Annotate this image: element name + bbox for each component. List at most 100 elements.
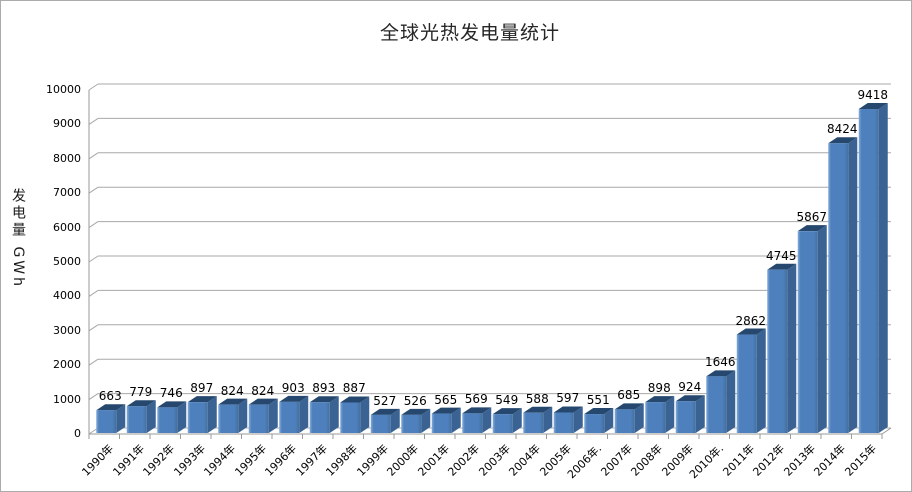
bar-side-face [756, 328, 766, 433]
bar-top-face [645, 396, 675, 403]
bar [248, 404, 269, 433]
bar-top-face [126, 400, 156, 407]
bar [96, 410, 117, 433]
bar-value-label: 824 [220, 383, 244, 398]
bar-top-face [370, 408, 400, 415]
bar-value-label: 565 [434, 392, 458, 407]
gridline-connector [88, 358, 99, 366]
bar-value-label: 685 [617, 388, 641, 403]
bar [462, 413, 483, 433]
bar [218, 404, 239, 433]
bar-top-face [736, 328, 766, 335]
bar-top-face [462, 407, 492, 414]
bar [340, 402, 361, 433]
bar-side-face [329, 396, 339, 433]
bar-series [96, 103, 888, 433]
bar-side-face [421, 408, 431, 433]
gridline-connector [88, 324, 99, 332]
bar-side-face [512, 408, 522, 433]
bar-side-face [878, 103, 888, 433]
bar [736, 334, 757, 433]
y-tick-label: 5000 [53, 255, 81, 268]
bar-side-face [573, 406, 583, 433]
bar-top-face [431, 407, 461, 414]
bar [309, 402, 330, 433]
bar-side-face [116, 404, 126, 433]
bar [645, 402, 666, 433]
bar-side-face [543, 406, 553, 433]
bar [553, 412, 574, 433]
bar [614, 409, 635, 433]
bar-value-label: 2862 [735, 313, 767, 328]
bar-value-label: 897 [190, 381, 214, 396]
bar-top-face [340, 396, 370, 403]
bar-side-face [207, 396, 217, 433]
bar-top-face [675, 395, 705, 402]
gridline-connector [88, 117, 99, 125]
y-tick-label: 0 [74, 427, 81, 440]
bar [126, 406, 147, 433]
bar-top-face [309, 396, 339, 403]
bar-top-face [157, 401, 187, 408]
bar-top-face [706, 370, 736, 377]
bar-top-face [187, 396, 217, 403]
bar [706, 376, 727, 433]
gridline-connector [88, 152, 99, 160]
y-tick-label: 6000 [53, 220, 81, 234]
bar-value-label: 569 [464, 392, 488, 407]
bar-side-face [665, 396, 675, 433]
bar [797, 231, 818, 433]
bar [858, 109, 879, 433]
bar-value-label: 597 [556, 391, 580, 406]
y-tick-label: 1000 [53, 392, 81, 406]
bar-side-face [177, 401, 187, 433]
bar [431, 413, 452, 433]
bar-value-label: 588 [525, 391, 549, 406]
y-tick-label: 2000 [53, 358, 81, 372]
bar [767, 269, 788, 433]
bar-side-face [726, 370, 736, 433]
bar-top-face [248, 398, 278, 405]
bar-top-face [797, 225, 827, 232]
gridline-connector [88, 221, 99, 229]
bar [370, 414, 391, 433]
y-axis-title: 发电量 GWh [10, 188, 26, 290]
bar-value-label: 527 [373, 393, 397, 408]
bar-value-label: 526 [403, 393, 427, 408]
bar [675, 401, 696, 433]
bar-side-face [787, 263, 797, 433]
bar-side-face [299, 395, 309, 433]
bar-top-face [858, 103, 888, 110]
bar-top-face [96, 404, 126, 411]
bar-side-face [390, 408, 400, 433]
bar-value-label: 893 [312, 381, 336, 396]
bar [828, 143, 849, 433]
bar-side-face [146, 400, 156, 433]
bar-top-face [553, 406, 583, 413]
bar-top-face [401, 408, 431, 415]
bar-value-label: 746 [159, 386, 183, 401]
gridline-connector [88, 289, 99, 297]
bar-top-face [279, 395, 309, 402]
y-tick-label: 4000 [53, 289, 81, 303]
bar-value-label: 8424 [826, 122, 858, 137]
bar [523, 412, 544, 433]
chart-title: 全球光热发电量统计 [379, 22, 560, 44]
y-tick-label: 3000 [53, 323, 81, 337]
gridline-connector [88, 393, 99, 401]
bar-side-face [360, 396, 370, 433]
bar-value-label: 4745 [765, 248, 797, 263]
bar-side-face [268, 398, 278, 433]
bar-value-label: 5867 [796, 210, 828, 225]
bar-value-label: 549 [495, 393, 519, 408]
bar-value-label: 824 [251, 383, 275, 398]
bar-side-face [817, 225, 827, 433]
bar-top-face [767, 263, 797, 270]
bar-value-label: 898 [647, 381, 671, 396]
bar [492, 414, 513, 433]
bar-side-face [451, 407, 461, 433]
y-tick-label: 9000 [53, 117, 81, 131]
bar [187, 402, 208, 433]
